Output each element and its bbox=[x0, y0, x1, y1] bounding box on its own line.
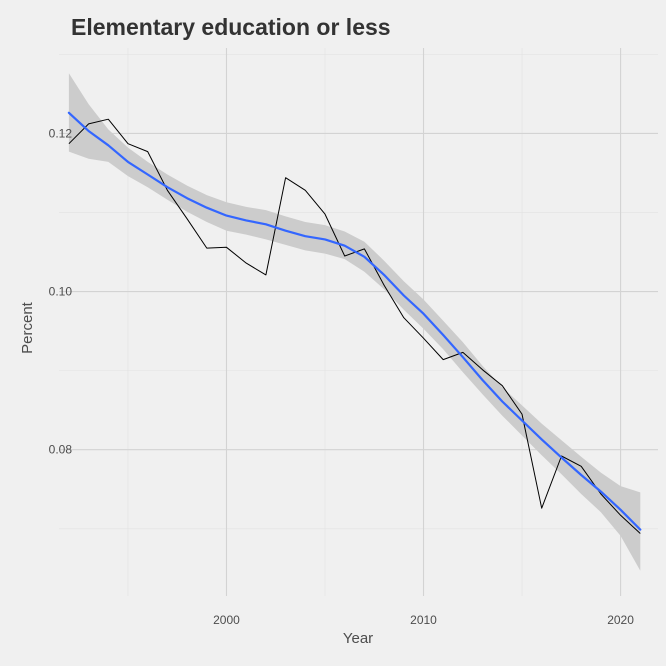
confidence-band bbox=[68, 73, 641, 571]
y-tick-label: 0.10 bbox=[49, 285, 73, 299]
chart-title: Elementary education or less bbox=[71, 14, 391, 40]
tick-labels: 2000 2010 2020 0.08 0.10 0.12 bbox=[49, 126, 635, 627]
x-tick-label: 2020 bbox=[607, 613, 634, 627]
series-lines bbox=[67, 111, 642, 534]
smoothed-trend-line bbox=[67, 111, 642, 531]
x-tick-label: 2000 bbox=[213, 613, 240, 627]
x-axis-title: Year bbox=[343, 630, 373, 647]
major-gridlines bbox=[59, 48, 658, 596]
minor-gridlines bbox=[59, 48, 658, 596]
confidence-band-layer bbox=[68, 73, 641, 571]
y-tick-label: 0.08 bbox=[49, 443, 73, 457]
y-tick-label: 0.12 bbox=[49, 126, 73, 140]
x-tick-label: 2010 bbox=[410, 613, 437, 627]
y-axis-title: Percent bbox=[19, 301, 36, 354]
